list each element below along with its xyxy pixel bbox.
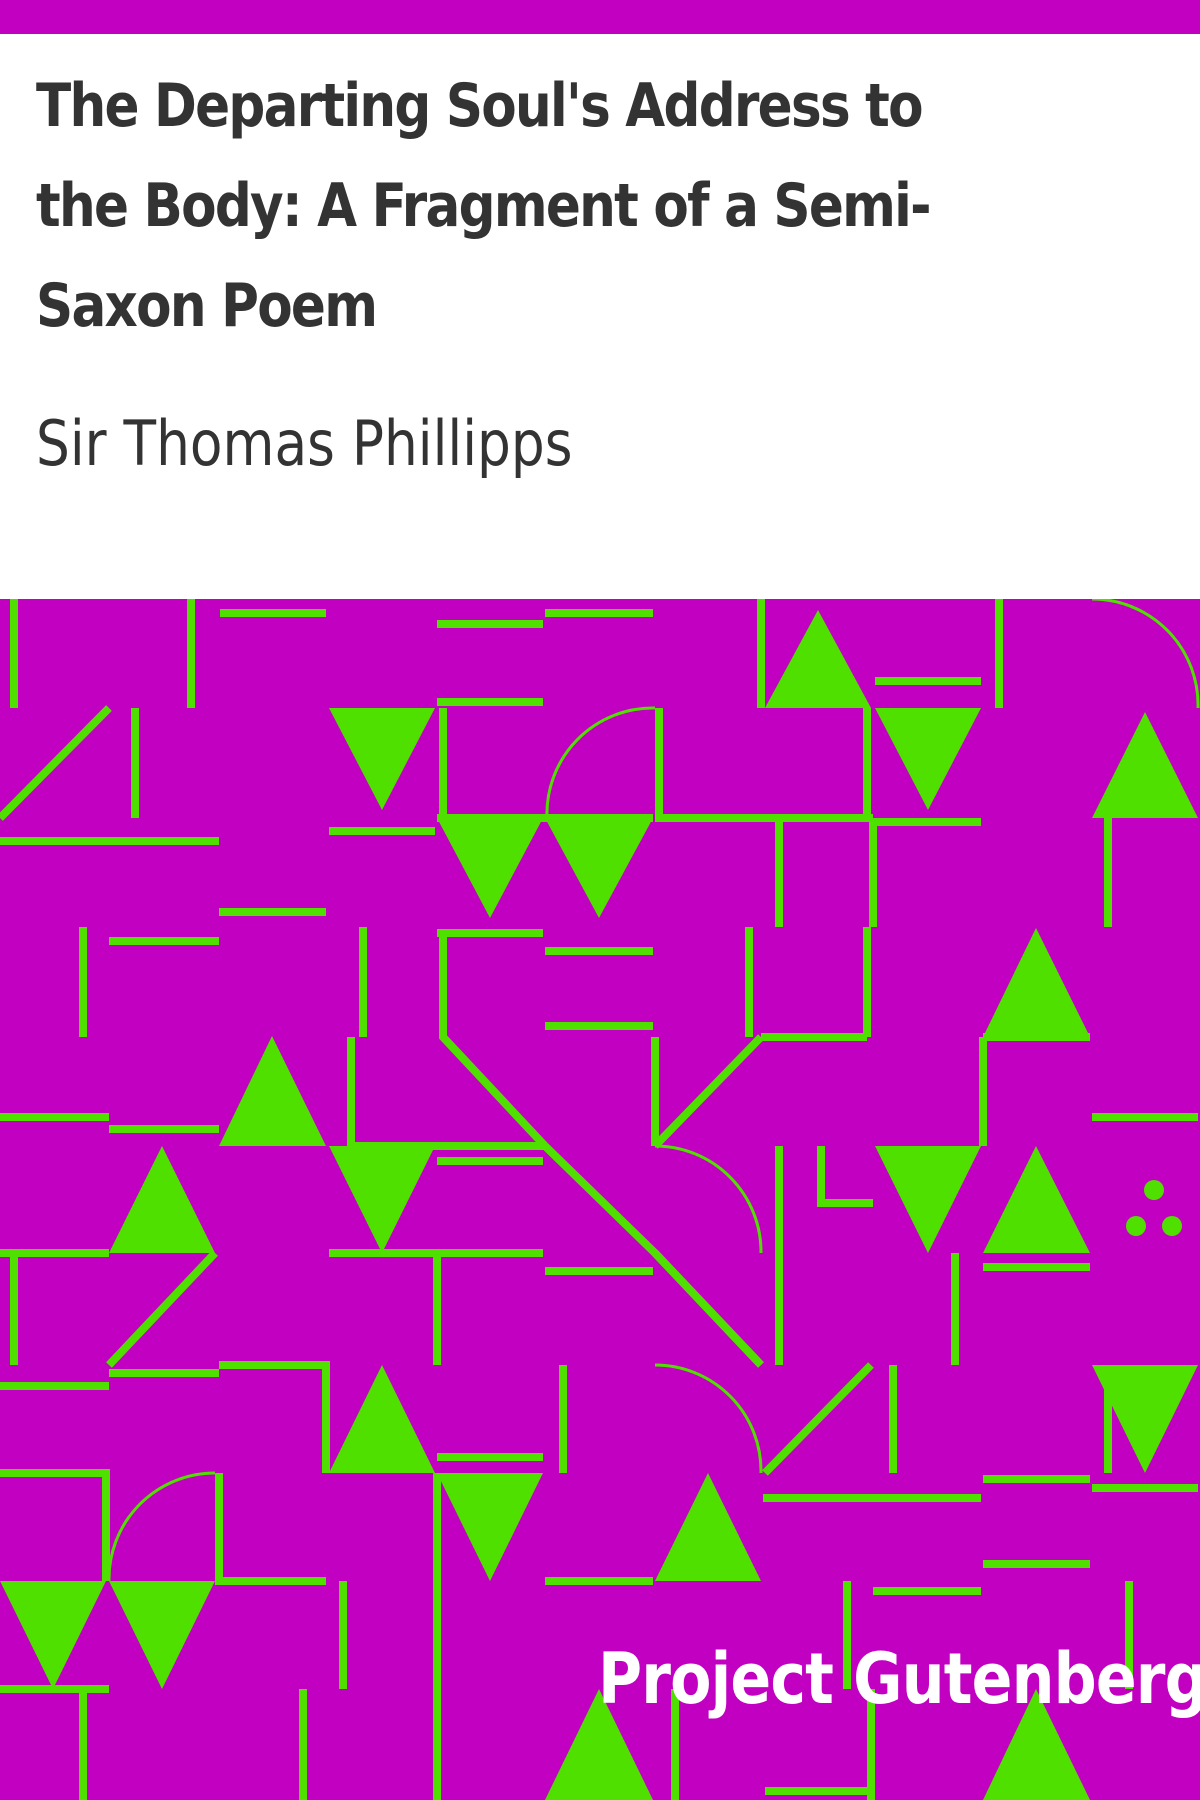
pattern-triangle (109, 1581, 215, 1689)
pattern-triangle (875, 1146, 981, 1253)
pattern-arc (654, 1144, 763, 1254)
pattern-dot (1162, 1216, 1182, 1236)
book-author: Sir Thomas Phillipps (36, 407, 573, 480)
pattern-line (762, 1362, 874, 1476)
pattern-line (655, 708, 873, 822)
pattern-arc (654, 1363, 763, 1474)
pattern-dot (1126, 1216, 1146, 1236)
pattern-line (817, 1146, 873, 1207)
pattern-arc (545, 706, 656, 819)
pattern-triangle (545, 1689, 653, 1800)
pattern-line (652, 1034, 764, 1149)
cover-pattern (0, 599, 1200, 1800)
pattern-line (219, 1361, 330, 1473)
pattern-triangle (1092, 712, 1198, 818)
pattern-line (347, 1037, 545, 1150)
pattern-triangle (1092, 1365, 1198, 1473)
pattern-triangle (983, 928, 1090, 1037)
pattern-line (652, 1250, 764, 1368)
pattern-triangle (437, 1473, 543, 1581)
pattern-line (106, 1250, 218, 1368)
pattern-arc (107, 1471, 216, 1582)
pattern-triangle (983, 1689, 1090, 1800)
pattern-triangle (655, 1473, 761, 1581)
pattern-line (0, 705, 112, 821)
pattern-triangle (437, 818, 543, 918)
top-color-bar (0, 0, 1200, 34)
publisher-label: Project Gutenberg (598, 1638, 1200, 1720)
pattern-dot (1144, 1180, 1164, 1200)
pattern-triangle (219, 1036, 326, 1146)
pattern-arc (1091, 599, 1200, 709)
pattern-line (0, 1469, 110, 1581)
pattern-triangle (329, 708, 435, 810)
pattern-triangle (765, 610, 871, 708)
pattern-triangle (983, 1146, 1090, 1253)
geometric-pattern-graphic (0, 599, 1200, 1800)
title-panel (0, 34, 1200, 599)
pattern-triangle (329, 1146, 435, 1253)
pattern-triangle (875, 708, 981, 810)
pattern-triangle (0, 1581, 106, 1689)
pattern-triangle (545, 818, 653, 918)
pattern-triangle (109, 1146, 215, 1253)
book-title: The Departing Soul's Address to the Body… (36, 71, 932, 341)
pattern-triangle (329, 1365, 435, 1473)
